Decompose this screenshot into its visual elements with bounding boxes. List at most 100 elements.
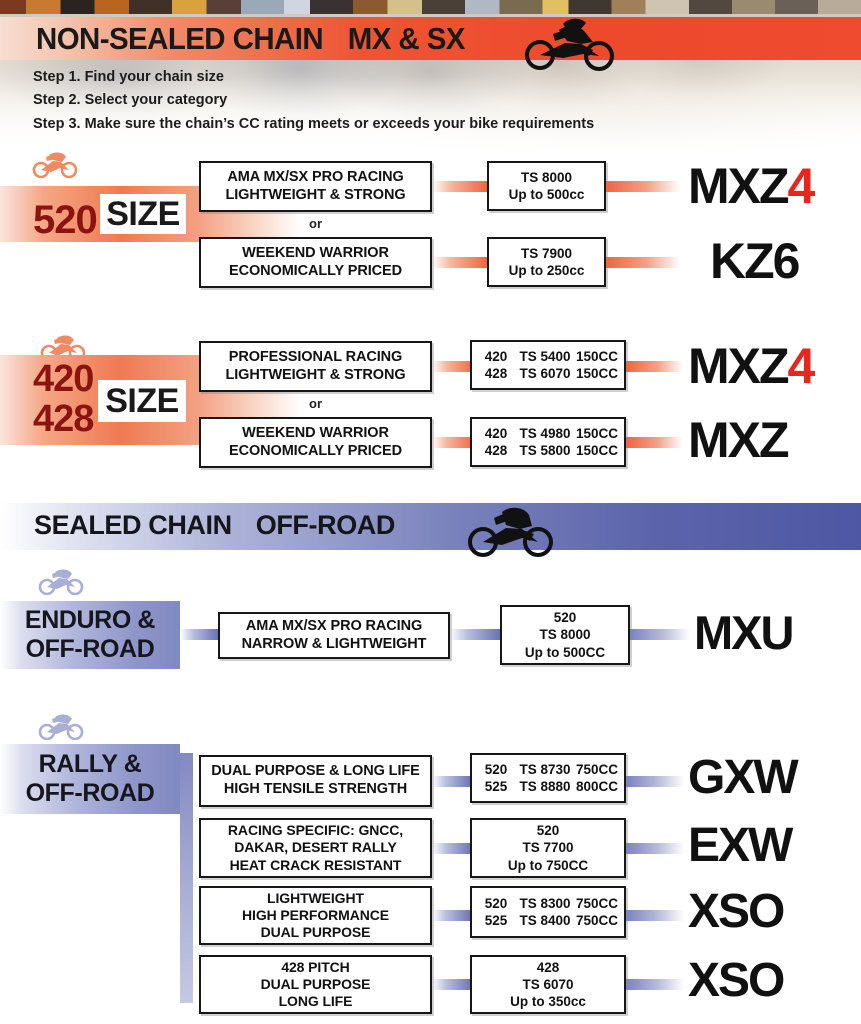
- connector: [432, 979, 472, 990]
- connector: [626, 910, 684, 921]
- model-name: GXW: [688, 751, 799, 804]
- spec-line: 520: [536, 823, 560, 839]
- category-line: DUAL PURPOSE & LONG LIFE: [211, 763, 420, 780]
- model-name: EXW: [688, 819, 793, 872]
- size-number-420: 420: [33, 358, 94, 400]
- spec-line: 520: [553, 610, 577, 626]
- label-line: OFF-ROAD: [25, 635, 155, 663]
- category-line: AMA MX/SX PRO RACING: [245, 617, 423, 634]
- spec-row: 525 TS 8400 750CC: [478, 912, 618, 929]
- spec-line: 428: [536, 959, 560, 975]
- spec-ts: TS 8730: [519, 761, 571, 777]
- spec-box: 428 TS 6070 Up to 350cc: [470, 955, 626, 1014]
- connector: [626, 437, 683, 448]
- motocross-rider-icon: [525, 18, 614, 71]
- spec-box: 420 TS 4980 150CC 428 TS 5800 150CC: [470, 417, 626, 467]
- category-line: LONG LIFE: [278, 993, 353, 1010]
- spec-cc: 750CC: [575, 895, 619, 911]
- spec-cc: 150CC: [575, 443, 619, 458]
- spec-size: 428: [484, 443, 508, 458]
- model-name: KZ6: [710, 233, 800, 289]
- race-photo-strip: [0, 0, 861, 14]
- step-2: Step 2. Select your category: [33, 92, 228, 109]
- category-line: HIGH TENSILE STRENGTH: [223, 781, 408, 797]
- spec-box: 520 TS 7700 Up to 750CC: [470, 818, 626, 878]
- category-line: ECONOMICALLY PRICED: [229, 262, 402, 279]
- sealed-chain-title: SEALED CHAIN OFF-ROAD: [34, 510, 395, 541]
- sealed-title-main: SEALED CHAIN: [34, 510, 232, 540]
- model-label: MXZ4: [688, 157, 816, 215]
- spec-line: TS 8000: [520, 169, 573, 185]
- category-box: DUAL PURPOSE & LONG LIFE HIGH TENSILE ST…: [199, 755, 432, 807]
- model-label: XSO: [688, 953, 785, 1008]
- connector: [432, 437, 475, 448]
- size-number-428: 428: [33, 398, 94, 440]
- category-line: 428 PITCH: [281, 958, 350, 975]
- spec-line: TS 7700: [522, 840, 574, 856]
- category-line: DUAL PURPOSE: [260, 924, 371, 941]
- size-number-520: 520: [33, 198, 98, 242]
- spec-size: 420: [484, 425, 508, 441]
- connector: [606, 181, 680, 192]
- category-line: PROFESSIONAL RACING: [228, 348, 403, 365]
- spec-line: Up to 500cc: [508, 187, 585, 202]
- category-line: DAKAR, DESERT RALLY: [234, 839, 397, 856]
- spec-line: TS 7900: [520, 245, 573, 261]
- spec-row: 420 TS 5400 150CC: [478, 348, 618, 365]
- spec-box: 520 TS 8730 750CC 525 TS 8880 800CC: [470, 753, 626, 803]
- connector: [450, 629, 500, 640]
- page-title-main: NON-SEALED CHAIN: [36, 21, 324, 56]
- step-1: Step 1. Find your chain size: [33, 69, 224, 85]
- category-line: HIGH PERFORMANCE: [242, 906, 389, 923]
- spec-cc: 750CC: [575, 913, 619, 928]
- dirt-bike-icon: [32, 152, 78, 178]
- spec-size: 428: [484, 366, 508, 381]
- category-line: ECONOMICALLY PRICED: [229, 442, 402, 459]
- spec-box: 420 TS 5400 150CC 428 TS 6070 150CC: [470, 340, 626, 390]
- spec-line: Up to 500CC: [524, 644, 606, 660]
- category-line: RACING SPECIFIC: GNCC,: [227, 822, 404, 839]
- spec-ts: TS 8300: [519, 895, 571, 911]
- spec-row: 525 TS 8880 800CC: [478, 778, 618, 795]
- or-separator: or: [309, 396, 322, 411]
- model-name: XSO: [688, 885, 785, 938]
- connector: [432, 181, 487, 192]
- model-label: XSO: [688, 884, 785, 939]
- page-title-sub: MX & SX: [347, 21, 466, 56]
- spec-ts: TS 8880: [519, 779, 571, 794]
- category-line: HEAT CRACK RESISTANT: [229, 856, 402, 873]
- spec-size: 525: [484, 913, 508, 928]
- label-line: RALLY &: [38, 750, 142, 778]
- spec-box: 520 TS 8000 Up to 500CC: [500, 605, 630, 665]
- connector: [432, 910, 472, 921]
- connector: [432, 361, 475, 372]
- spec-ts: TS 8400: [519, 913, 571, 928]
- category-box: RACING SPECIFIC: GNCC, DAKAR, DESERT RAL…: [199, 818, 432, 878]
- connector: [630, 629, 690, 640]
- model-label: MXU: [694, 605, 794, 660]
- connector: [432, 257, 487, 268]
- category-line: LIGHTWEIGHT: [267, 889, 364, 906]
- category-line: LIGHTWEIGHT & STRONG: [225, 186, 406, 203]
- model-name: MXZ: [688, 158, 790, 214]
- spec-box: TS 8000 Up to 500cc: [487, 161, 606, 211]
- spec-size: 420: [484, 348, 508, 364]
- category-line: NARROW & LIGHTWEIGHT: [241, 635, 427, 652]
- category-line: WEEKEND WARRIOR: [242, 244, 389, 261]
- spec-ts: TS 4980: [519, 425, 571, 441]
- spec-size: 520: [484, 761, 508, 777]
- dirt-bike-icon: [468, 507, 553, 557]
- spec-line: TS 6070: [522, 976, 574, 992]
- spec-line: TS 8000: [539, 627, 591, 643]
- model-name: MXZ: [688, 412, 790, 468]
- steps-list: Step 1. Find your chain size Step 2. Sel…: [33, 66, 733, 136]
- spec-line: Up to 350cc: [510, 994, 586, 1010]
- model-label: EXW: [688, 818, 793, 873]
- connector: [626, 843, 684, 854]
- spec-row: 428 TS 6070 150CC: [478, 365, 618, 382]
- dirt-bike-icon: [38, 714, 84, 740]
- page-title: NON-SEALED CHAIN MX & SX: [36, 21, 465, 57]
- category-line: AMA MX/SX PRO RACING: [227, 168, 404, 185]
- model-suffix: 4: [787, 158, 816, 214]
- model-label: MXZ: [688, 411, 790, 469]
